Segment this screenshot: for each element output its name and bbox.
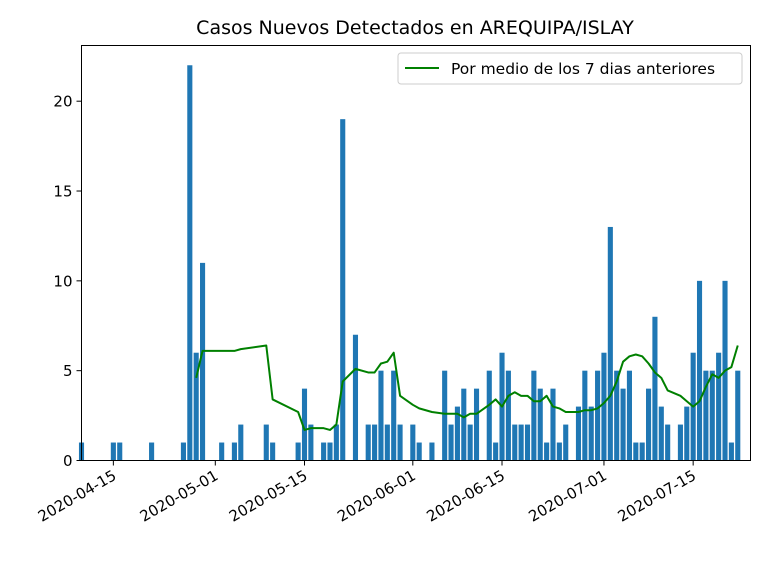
bar	[531, 370, 537, 461]
bar	[735, 370, 741, 461]
y-axis: 0 5 10 15 20	[53, 93, 82, 470]
legend: Por medio de los 7 dias anteriores	[397, 52, 743, 85]
bar	[505, 370, 511, 461]
bar	[646, 388, 652, 461]
bar	[454, 406, 460, 461]
bar	[486, 370, 492, 461]
bar	[607, 226, 613, 461]
bar	[397, 424, 403, 461]
bar	[442, 370, 448, 461]
bar	[588, 406, 594, 461]
x-axis: 2020-04-15 2020-05-01 2020-05-15 2020-06-01…	[35, 460, 700, 526]
bar	[658, 406, 664, 461]
bar	[238, 424, 244, 461]
bar	[200, 262, 206, 461]
bar	[340, 119, 346, 461]
bar	[270, 442, 276, 461]
bar	[467, 424, 473, 461]
legend-label: Por medio de los 7 dias anteriores	[451, 60, 715, 78]
bar	[563, 424, 569, 461]
bar	[384, 424, 390, 461]
bar	[665, 424, 671, 461]
y-tick-label: 15	[53, 183, 72, 201]
bar	[703, 370, 709, 461]
bar	[626, 370, 632, 461]
bar	[639, 442, 645, 461]
bar	[728, 442, 734, 461]
bar	[595, 370, 601, 461]
bar	[410, 424, 416, 461]
line-series	[195, 344, 739, 431]
bar	[537, 388, 543, 461]
bar-series	[78, 65, 741, 461]
bar	[391, 370, 397, 461]
bar	[473, 388, 480, 461]
bar	[677, 424, 683, 461]
x-tick-label: 2020-07-15	[615, 466, 700, 525]
bar	[493, 442, 499, 461]
bar	[575, 406, 582, 461]
bar	[633, 442, 639, 461]
x-tick-label: 2020-04-15	[35, 466, 120, 525]
bar	[378, 370, 384, 461]
y-tick-label: 10	[53, 272, 72, 290]
bar	[231, 442, 237, 461]
bar	[684, 406, 690, 461]
bar	[544, 442, 550, 461]
bar	[321, 442, 327, 461]
bar	[301, 388, 308, 461]
x-tick-label: 2020-05-15	[226, 466, 311, 525]
bar	[295, 442, 301, 461]
chart-title: Casos Nuevos Detectados en AREQUIPA/ISLA…	[196, 17, 634, 39]
bar	[308, 424, 314, 461]
x-tick-label: 2020-07-01	[525, 466, 610, 525]
bar	[187, 65, 193, 461]
bar	[327, 442, 333, 461]
bar	[601, 352, 607, 461]
bar	[117, 442, 123, 461]
bar	[352, 334, 359, 461]
bar	[372, 424, 378, 461]
bar	[416, 442, 422, 461]
moving-average-line	[195, 344, 739, 431]
bar	[448, 424, 454, 461]
bar	[696, 280, 703, 461]
plot-frame	[81, 45, 751, 461]
bar	[263, 424, 269, 461]
bar	[110, 442, 116, 461]
y-tick-label: 5	[63, 362, 73, 380]
x-tick-label: 2020-05-01	[137, 466, 222, 525]
bar	[512, 424, 518, 461]
y-tick-label: 0	[63, 452, 73, 470]
bar	[518, 424, 524, 461]
bar	[614, 370, 620, 461]
bar	[429, 442, 435, 461]
bar	[709, 370, 715, 461]
bar	[550, 388, 556, 461]
bar	[556, 442, 562, 461]
bar	[716, 352, 722, 461]
bar	[620, 388, 626, 461]
bar	[219, 442, 225, 461]
bar	[524, 424, 531, 461]
legend-box	[397, 52, 743, 85]
bar	[193, 352, 199, 461]
bar	[365, 424, 371, 461]
x-tick-label: 2020-06-01	[334, 466, 419, 525]
bar	[582, 370, 588, 461]
bar	[180, 442, 186, 461]
x-tick-label: 2020-06-15	[424, 466, 509, 525]
bar	[333, 424, 339, 461]
bar	[461, 388, 467, 461]
y-tick-label: 20	[53, 93, 72, 111]
bar	[149, 442, 155, 461]
bar	[652, 316, 658, 461]
